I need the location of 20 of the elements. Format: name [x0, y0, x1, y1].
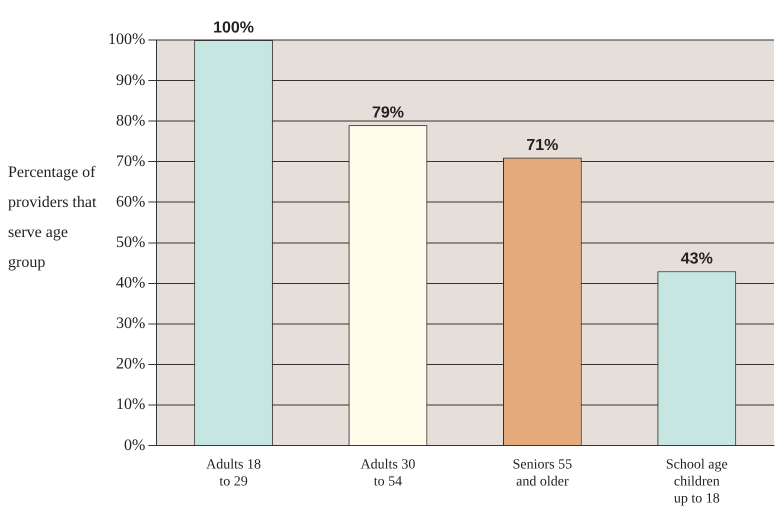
y-tick-label: 10% — [116, 396, 146, 414]
y-tick-label: 90% — [116, 72, 146, 89]
data-label: 100% — [213, 19, 254, 36]
y-tick-label: 50% — [116, 234, 146, 252]
y-tick-label: 60% — [116, 193, 146, 210]
y-tick-label: 0% — [124, 436, 146, 454]
x-tick-label: Adults 30 to 54 — [360, 458, 416, 490]
y-tick-label: 20% — [116, 356, 146, 373]
y-tick-label: 40% — [116, 274, 146, 292]
x-tick-label: Adults 18 to 29 — [206, 458, 261, 490]
data-label: 43% — [680, 250, 713, 268]
y-tick-label: 80% — [116, 112, 146, 130]
x-tick-label: School age children up to 18 — [666, 458, 728, 506]
y-tick-label: 30% — [116, 315, 146, 332]
x-tick-label: Seniors 55 and older — [512, 458, 572, 490]
data-label: 71% — [526, 137, 558, 154]
y-axis-title: Percentage of providers that serve age group — [8, 163, 98, 273]
y-tick-label: 70% — [116, 152, 146, 170]
data-label: 79% — [372, 104, 404, 122]
y-tick-label: 100% — [108, 31, 146, 48]
